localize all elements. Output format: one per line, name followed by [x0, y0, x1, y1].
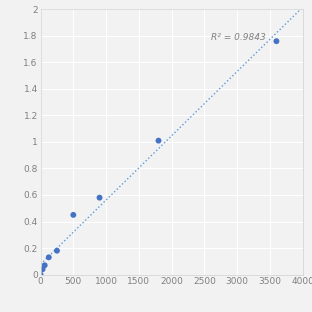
- Point: [156, 138, 161, 143]
- Point: [42, 263, 47, 268]
- Point: [71, 212, 76, 217]
- Point: [46, 255, 51, 260]
- Point: [40, 267, 45, 272]
- Text: R² = 0.9843: R² = 0.9843: [211, 33, 266, 42]
- Point: [38, 272, 43, 277]
- Point: [54, 248, 59, 253]
- Point: [97, 195, 102, 200]
- Point: [274, 39, 279, 44]
